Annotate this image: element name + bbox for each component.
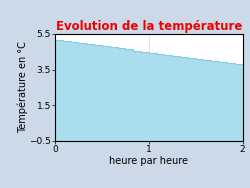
Y-axis label: Température en °C: Température en °C	[17, 42, 28, 133]
X-axis label: heure par heure: heure par heure	[109, 155, 188, 166]
Title: Evolution de la température: Evolution de la température	[56, 20, 242, 33]
